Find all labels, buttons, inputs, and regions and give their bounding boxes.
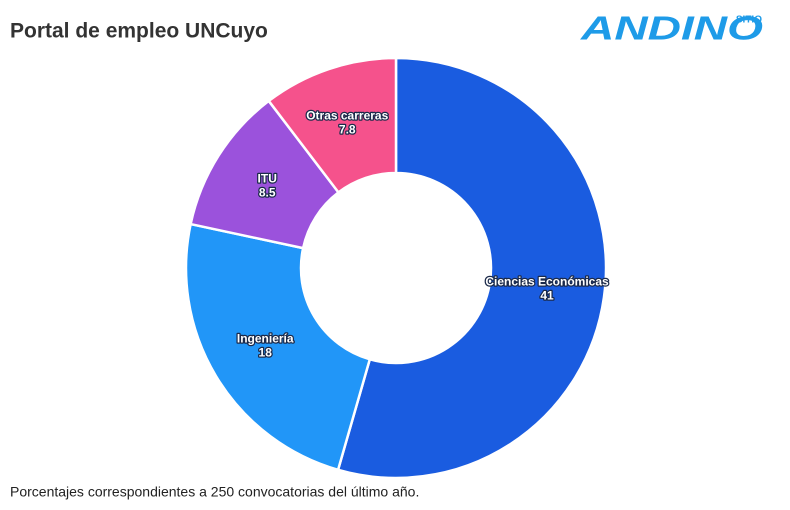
slice-label: Ciencias Económicas bbox=[485, 274, 609, 288]
donut-slice bbox=[267, 56, 398, 195]
slice-label: Ingeniería bbox=[237, 332, 294, 346]
slice-value: 7.8 bbox=[339, 123, 356, 137]
slice-value: 8.5 bbox=[259, 185, 276, 199]
logo-prefix: SITIO bbox=[736, 15, 762, 26]
donut-slice bbox=[336, 56, 608, 480]
chart-title: Portal de empleo UNCuyo bbox=[10, 20, 268, 43]
slice-label: ITU bbox=[258, 171, 277, 185]
slice-label: Otras carreras bbox=[306, 109, 388, 123]
slice-value: 41 bbox=[540, 288, 554, 302]
slice-value: 18 bbox=[259, 346, 273, 360]
logo-brand: ANDINO bbox=[580, 10, 764, 47]
donut-slice bbox=[184, 222, 372, 472]
chart-note: Porcentajes correspondientes a 250 convo… bbox=[10, 484, 419, 500]
